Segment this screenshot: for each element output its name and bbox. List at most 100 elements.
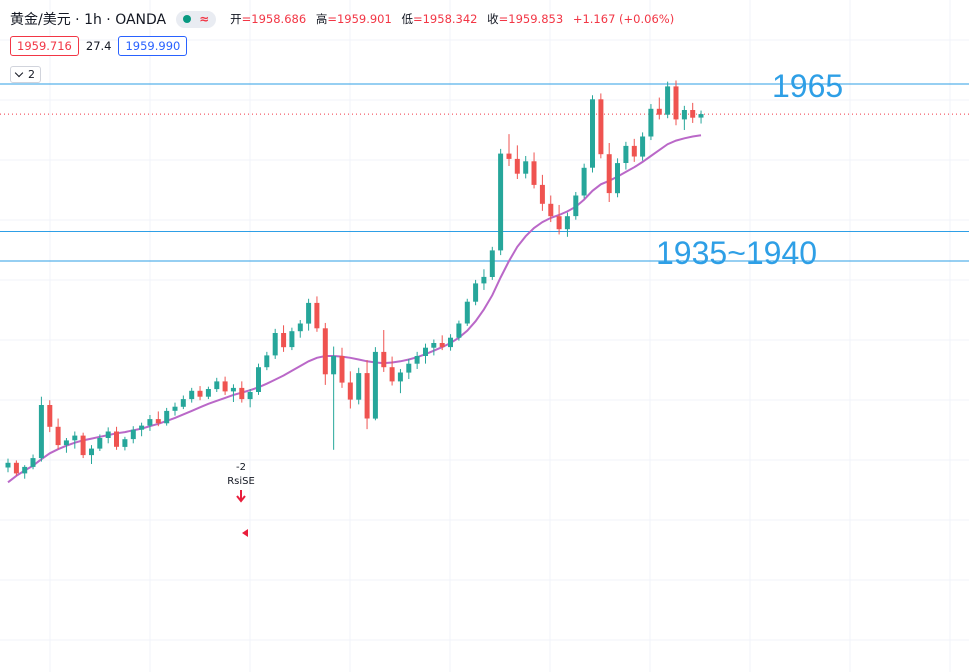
candle-body [406, 363, 412, 373]
wave-icon: ≈ [199, 12, 210, 26]
candle-body [690, 110, 696, 118]
candle-body [297, 323, 303, 332]
candle-body [581, 167, 587, 196]
candle-body [623, 145, 629, 163]
candle-body [489, 250, 495, 277]
candle-body [80, 435, 86, 456]
candle-body [289, 331, 295, 348]
candle-body [272, 333, 278, 356]
low-value: =1958.342 [412, 12, 478, 26]
candle-body [172, 406, 178, 411]
high-key: 高 [315, 12, 328, 26]
candle-body [439, 343, 445, 348]
candle-body [414, 356, 420, 364]
candle-body [97, 438, 103, 449]
candle-body [89, 448, 94, 456]
candle-body [556, 216, 562, 230]
candle-body [147, 419, 153, 426]
candle-body [523, 161, 529, 174]
candle-body [473, 283, 479, 302]
moving-average [7, 134, 702, 484]
candle-body [640, 136, 646, 157]
candle-body [431, 343, 437, 348]
close-key: 收 [487, 12, 499, 26]
candle-body [155, 419, 161, 424]
legend-header: 黄金/美元 · 1h · OANDA ≈ 开=1958.686 高=1959.9… [10, 9, 674, 29]
signal-triangle-icon [242, 529, 248, 537]
candle-body [598, 99, 604, 155]
candle-body [498, 153, 504, 251]
level-range-label: 1935~1940 [656, 235, 817, 271]
high-value: =1959.901 [327, 12, 392, 26]
buy-price-button[interactable]: 1959.990 [118, 36, 188, 56]
candle-body [548, 203, 554, 217]
candle-body [264, 355, 270, 368]
candle-body [481, 276, 487, 284]
change-value: +1.167 (+0.06%) [572, 12, 675, 26]
candle-body [356, 373, 362, 400]
candle-body [180, 399, 186, 407]
candle-body [681, 110, 687, 120]
candle-body [397, 372, 403, 382]
candle-body [63, 440, 69, 446]
candle-body [339, 356, 345, 383]
candle-body [531, 161, 537, 185]
chevron-down-icon [14, 68, 24, 78]
candle-body [448, 337, 453, 348]
candle-body [381, 351, 387, 368]
candle-body [347, 382, 353, 400]
candle-body [631, 145, 637, 157]
level-1965-label: 1965 [772, 68, 843, 104]
market-status-pill[interactable]: ≈ [176, 10, 217, 28]
candle-body [256, 367, 261, 392]
candle-body [164, 410, 170, 424]
sell-signal-arrow-icon [236, 490, 246, 503]
ma-line [7, 134, 702, 484]
candle-body [364, 373, 370, 419]
candle-body [306, 302, 312, 324]
candle-body [55, 426, 61, 446]
candle-body [38, 405, 44, 459]
candle-body [464, 301, 470, 324]
collapse-indicators-button[interactable]: 2 [10, 66, 41, 83]
candle-body [698, 114, 704, 118]
candle-body [514, 158, 520, 174]
candle-body [214, 381, 220, 390]
indicator-count: 2 [28, 68, 35, 81]
candle-body [197, 390, 203, 397]
candle-body [205, 389, 211, 397]
horizontal-levels [0, 83, 969, 262]
candle-body [122, 439, 128, 447]
candle-body [281, 333, 287, 348]
candle-body [222, 381, 228, 392]
candle-body [648, 108, 654, 137]
candlesticks [5, 80, 704, 479]
candle-body [564, 216, 570, 230]
candle-body [105, 431, 111, 438]
candle-body [590, 99, 595, 168]
candle-body [139, 425, 145, 430]
close-value: =1959.853 [498, 12, 564, 26]
open-key: 开 [230, 12, 242, 26]
candle-body [506, 153, 512, 159]
candle-body [5, 462, 11, 468]
candle-body [47, 405, 53, 427]
candle-body [665, 86, 671, 115]
candle-body [130, 429, 136, 440]
sell-price-button[interactable]: 1959.716 [10, 36, 79, 56]
symbol-title[interactable]: 黄金/美元 · 1h · OANDA [10, 12, 167, 28]
candle-body [389, 367, 395, 382]
spread-value: 27.4 [85, 39, 112, 53]
open-value: =1958.686 [241, 12, 307, 26]
candle-body [30, 458, 36, 467]
candle-body [189, 390, 195, 400]
quote-row: 1959.716 27.4 1959.990 [10, 36, 188, 56]
candle-body [22, 466, 28, 474]
market-open-dot-icon [183, 15, 192, 23]
candle-body [456, 323, 462, 338]
candle-body [615, 163, 620, 194]
candle-body [72, 435, 78, 441]
candle-body [331, 356, 337, 375]
candle-body [13, 462, 19, 474]
